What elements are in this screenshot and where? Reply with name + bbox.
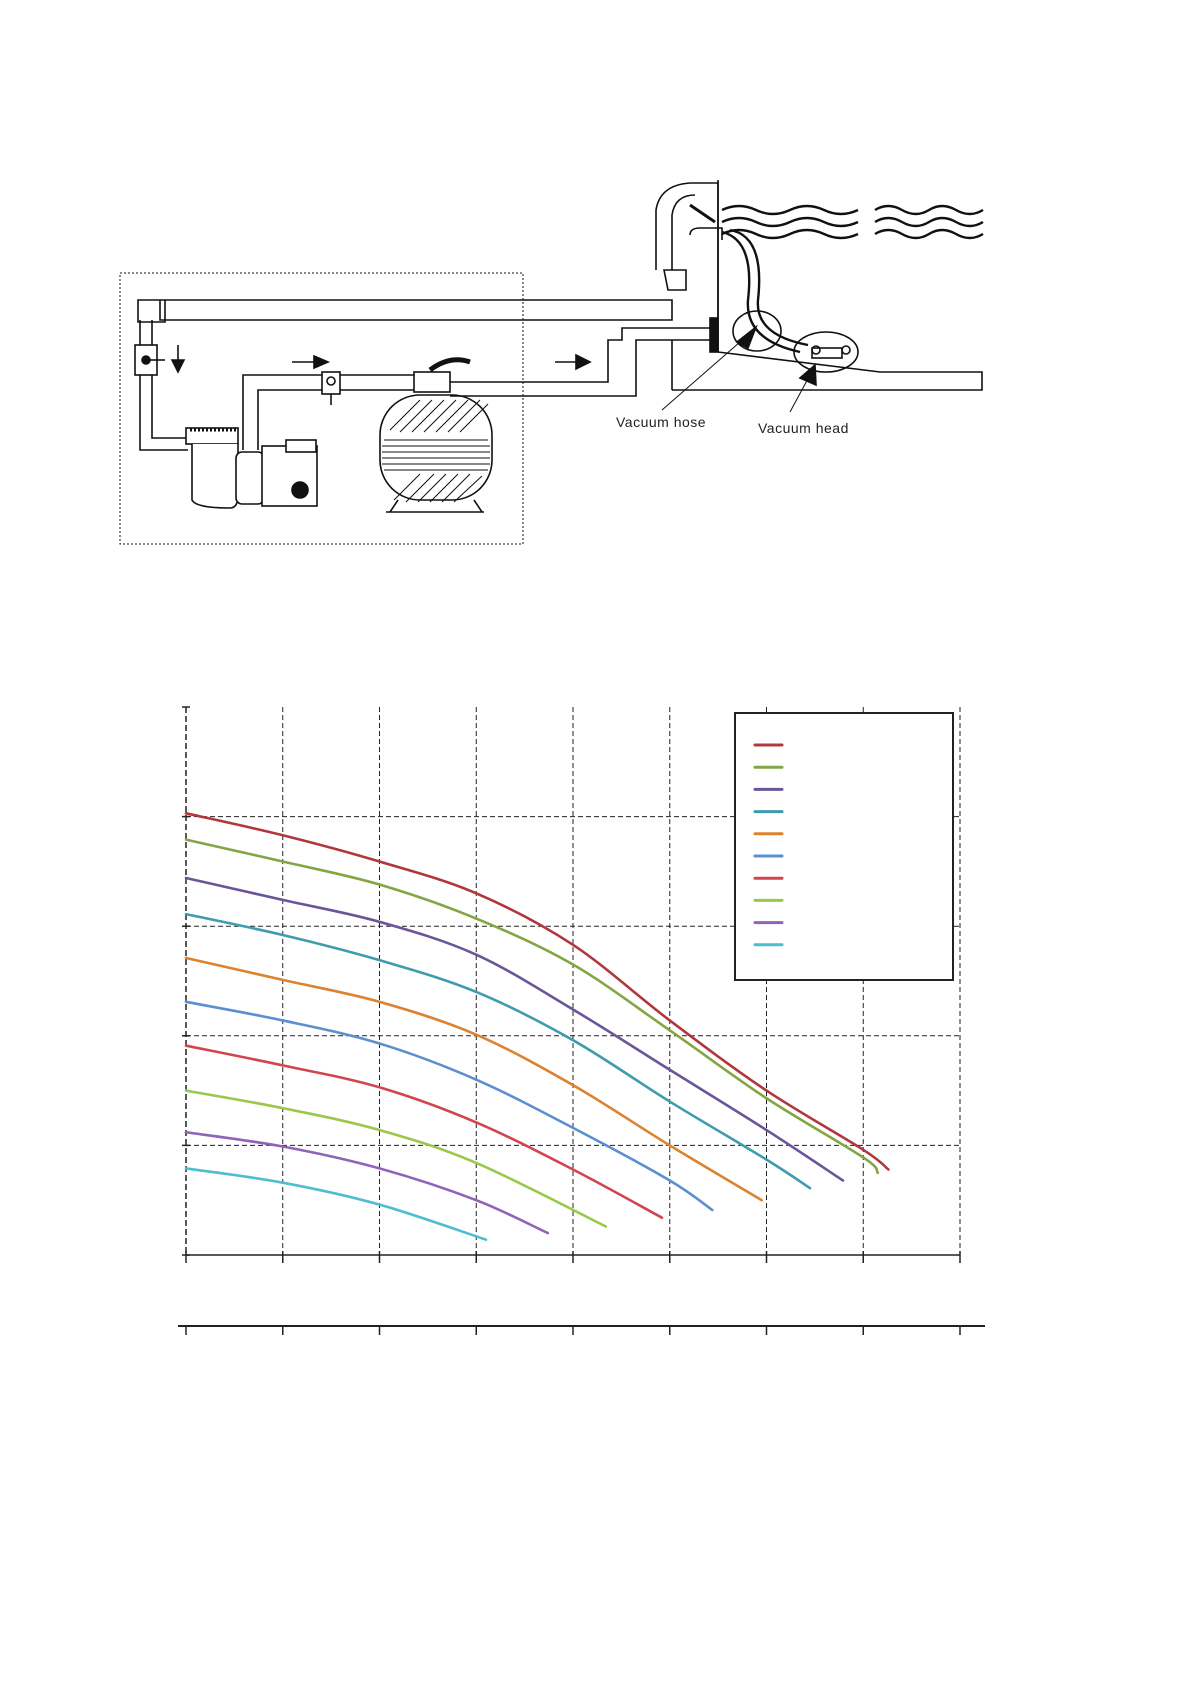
legend-box [734, 712, 954, 981]
valve-icon [321, 371, 341, 405]
filter-outlet-pipe [450, 327, 713, 397]
series-line-4 [184, 912, 812, 1190]
hose-highlight [732, 310, 782, 352]
callout-arrow-icon [661, 324, 817, 413]
series-line-5 [184, 956, 763, 1202]
vacuum-head-icon [811, 345, 851, 359]
pump-performance-chart [178, 706, 985, 1335]
flow-arrow-icon [170, 345, 592, 374]
pump-icon [185, 427, 318, 509]
pool-plumbing-diagram [119, 180, 984, 545]
pool-floor [672, 351, 983, 391]
skimmer-icon [655, 182, 723, 353]
series-line-8 [184, 1089, 608, 1228]
series-line-1 [184, 812, 890, 1171]
vacuum-hose-label: Vacuum hose [616, 414, 706, 430]
series-line-7 [184, 1044, 664, 1220]
vacuum-head-label: Vacuum head [758, 420, 849, 436]
series-line-3 [184, 876, 845, 1182]
series-line-6 [184, 1000, 714, 1212]
pool-wall [671, 180, 719, 390]
suction-pipe [139, 320, 188, 451]
series-line-2 [184, 838, 880, 1175]
sand-filter-icon [379, 357, 493, 513]
water-waves-icon [721, 204, 984, 240]
return-pipe [137, 299, 673, 323]
series-line-10 [184, 1167, 488, 1241]
pump-outlet-pipe [242, 374, 420, 450]
vacuum-hose [721, 228, 809, 354]
equipment-area-dotted-box [119, 272, 524, 545]
series-line-9 [184, 1130, 550, 1235]
valve-icon [134, 344, 165, 376]
vacuum-head-highlight [793, 331, 859, 373]
